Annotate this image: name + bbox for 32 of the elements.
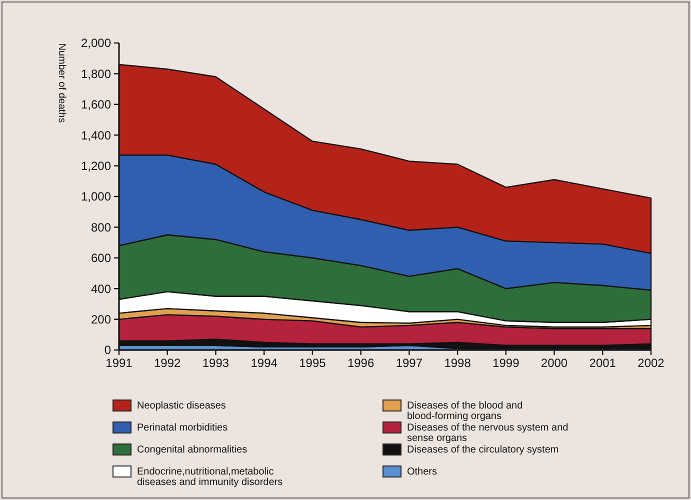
x-tick-label: 1999 bbox=[492, 356, 520, 370]
y-tick-label: 0 bbox=[104, 343, 112, 358]
y-tick-label: 1,600 bbox=[80, 98, 112, 112]
legend-label: Diseases of the circulatory system bbox=[407, 444, 559, 456]
x-tick-label: 1998 bbox=[444, 356, 472, 370]
y-tick-label: 1,200 bbox=[80, 159, 112, 173]
legend-label: Neoplastic diseases bbox=[137, 400, 226, 412]
legend-label: Endocrine,nutritional,metabolic diseases and immunity disorders bbox=[137, 466, 283, 488]
y-tick-label: 600 bbox=[90, 251, 112, 266]
y-tick-label: 1,400 bbox=[80, 128, 112, 142]
x-tick-label: 1992 bbox=[154, 356, 182, 370]
x-tick-label: 1997 bbox=[396, 356, 423, 370]
legend-label: Perinatal morbidities bbox=[137, 422, 228, 434]
x-tick-label: 1993 bbox=[202, 356, 230, 370]
x-tick-label: 2002 bbox=[638, 356, 665, 370]
legend-label: Others bbox=[407, 466, 438, 478]
y-tick-label: 2,000 bbox=[80, 36, 112, 50]
y-tick-label: 1,000 bbox=[80, 190, 112, 204]
x-tick-label: 1996 bbox=[347, 356, 374, 370]
y-tick-label: 800 bbox=[90, 220, 112, 234]
x-tick-label: 2000 bbox=[540, 356, 568, 370]
y-tick-label: 1,800 bbox=[80, 66, 112, 81]
legend-label: Congenital abnormalities bbox=[137, 444, 248, 456]
legend-label: Diseases of the blood and blood-forming organs bbox=[407, 400, 523, 422]
x-tick-label: 1994 bbox=[250, 356, 278, 370]
x-tick-label: 2001 bbox=[589, 356, 616, 370]
y-axis-title: Number of deaths bbox=[56, 43, 67, 123]
y-tick-label: 200 bbox=[90, 312, 112, 326]
y-tick-label: 400 bbox=[90, 282, 112, 296]
legend-label: Diseases of the nervous system and sense organs bbox=[407, 422, 568, 444]
x-tick-label: 1995 bbox=[299, 356, 326, 370]
x-tick-label: 1991 bbox=[106, 356, 133, 370]
